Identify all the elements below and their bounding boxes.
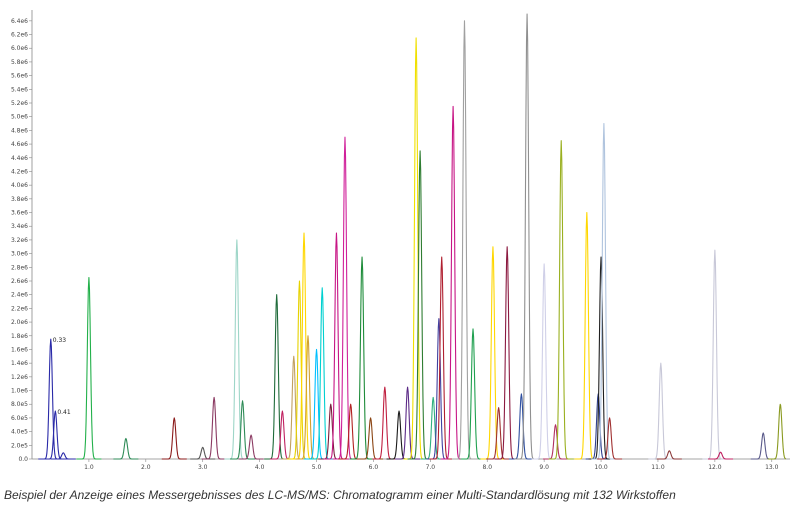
peak-trace	[543, 424, 569, 460]
y-tick-label: 5.8e6	[11, 59, 28, 66]
x-tick-label: 7.0	[426, 464, 436, 471]
y-tick-label: 0.0	[18, 456, 28, 463]
x-tick-label: 11.0	[651, 464, 665, 471]
y-tick-label: 2.6e6	[11, 278, 28, 285]
y-tick-label: 2.2e6	[11, 305, 28, 312]
y-tick-label: 6.0e6	[11, 45, 28, 52]
y-tick-label: 6.4e6	[11, 18, 28, 25]
y-tick-label: 3.0e6	[11, 251, 28, 258]
y-tick-label: 2.4e6	[11, 292, 28, 299]
peak-trace	[323, 232, 349, 460]
peak-trace	[358, 417, 384, 460]
peak-trace	[238, 434, 264, 460]
peak-trace	[767, 403, 787, 460]
peak-trace	[494, 246, 520, 460]
y-tick-label: 2.8e6	[11, 264, 28, 271]
peak-trace	[656, 450, 682, 460]
x-tick-label: 1.0	[84, 464, 94, 471]
peak-trace	[224, 239, 250, 460]
peak-trace	[648, 362, 674, 460]
y-tick-label: 4.0e6	[11, 182, 28, 189]
y-tick-label: 1.0e6	[11, 388, 28, 395]
chromatogram-chart: 0.0 2.0e5 4.0e5 6.0e5 8.0e5 1.0e6 1.2e6 1.4e6 1.…	[11, 10, 790, 471]
x-tick-label: 13.0	[765, 464, 779, 471]
chromatogram-svg: 0.0 2.0e5 4.0e5 6.0e5 8.0e5 1.0e6 1.2e6 1.4e6 1.…	[11, 10, 790, 471]
x-tick-label: 9.0	[539, 464, 549, 471]
peak-trace	[264, 294, 290, 460]
y-tick-label: 4.6e6	[11, 141, 28, 148]
peak-trace	[291, 232, 317, 460]
y-tick-label: 5.6e6	[11, 73, 28, 80]
peak-trace	[531, 263, 557, 460]
y-tick-label: 4.8e6	[11, 127, 28, 134]
y-tick-label: 3.8e6	[11, 196, 28, 203]
y-tick-label: 3.6e6	[11, 210, 28, 217]
y-tick-label: 5.0e6	[11, 114, 28, 121]
peak-trace	[42, 410, 68, 460]
x-tick-label: 4.0	[255, 464, 265, 471]
peak-trace	[548, 140, 574, 460]
peak-trace	[480, 246, 506, 460]
y-tick-label: 5.2e6	[11, 100, 28, 107]
y-tick-label: 3.2e6	[11, 237, 28, 244]
peak-trace	[190, 446, 216, 460]
peak-trace	[486, 407, 512, 460]
y-tick-label: 6.2e6	[11, 32, 28, 39]
y-tick-label: 5.4e6	[11, 86, 28, 93]
peak-trace	[372, 386, 398, 460]
y-tick-label: 4.4e6	[11, 155, 28, 162]
y-tick-label: 1.6e6	[11, 346, 28, 353]
y-tick-label: 2.0e5	[11, 442, 28, 449]
y-tick-label: 2.0e6	[11, 319, 28, 326]
peak-trace	[708, 451, 734, 460]
peak-trace	[332, 136, 358, 460]
y-tick-label: 1.2e6	[11, 374, 28, 381]
peak-trace	[230, 400, 256, 460]
y-tick-label: 1.8e6	[11, 333, 28, 340]
x-tick-label: 12.0	[708, 464, 722, 471]
x-tick-label: 10.0	[594, 464, 608, 471]
peak-annotation: 0.41	[57, 409, 71, 416]
peak-trace	[702, 249, 728, 460]
peak-trace	[597, 417, 623, 460]
peak-trace	[349, 256, 375, 460]
y-tick-label: 3.4e6	[11, 223, 28, 230]
peak-trace	[429, 256, 455, 460]
x-tick-label: 2.0	[141, 464, 151, 471]
peak-trace	[395, 386, 421, 460]
peak-labels: 0.33 0.41	[53, 337, 71, 416]
figure-caption: Beispiel der Anzeige eines Messergebniss…	[4, 488, 676, 502]
x-tick-label: 6.0	[369, 464, 379, 471]
peak-trace	[386, 410, 412, 460]
peak-trace	[407, 150, 433, 460]
peak-trace	[76, 277, 102, 460]
peak-trace	[574, 211, 600, 460]
peak-trace	[201, 396, 227, 460]
peak-trace	[460, 328, 486, 460]
traces	[38, 13, 787, 460]
y-tick-label: 8.0e5	[11, 401, 28, 408]
peak-trace	[38, 338, 64, 460]
y-tick-label: 4.2e6	[11, 168, 28, 175]
y-tick-label: 4.0e5	[11, 429, 28, 436]
peak-trace	[50, 452, 76, 460]
peak-trace	[750, 432, 776, 460]
axes: 0.0 2.0e5 4.0e5 6.0e5 8.0e5 1.0e6 1.2e6 1.4e6 1.…	[11, 10, 790, 471]
peak-trace	[113, 437, 139, 460]
x-tick-label: 5.0	[312, 464, 322, 471]
x-tick-label: 3.0	[198, 464, 208, 471]
x-tick-label: 8.0	[482, 464, 492, 471]
peak-trace	[451, 20, 477, 460]
peak-trace	[161, 417, 187, 460]
y-tick-label: 6.0e5	[11, 415, 28, 422]
peak-trace	[514, 13, 540, 460]
peak-trace	[508, 393, 534, 460]
peak-trace	[591, 122, 617, 460]
y-tick-label: 1.4e6	[11, 360, 28, 367]
peak-annotation: 0.33	[53, 337, 67, 344]
